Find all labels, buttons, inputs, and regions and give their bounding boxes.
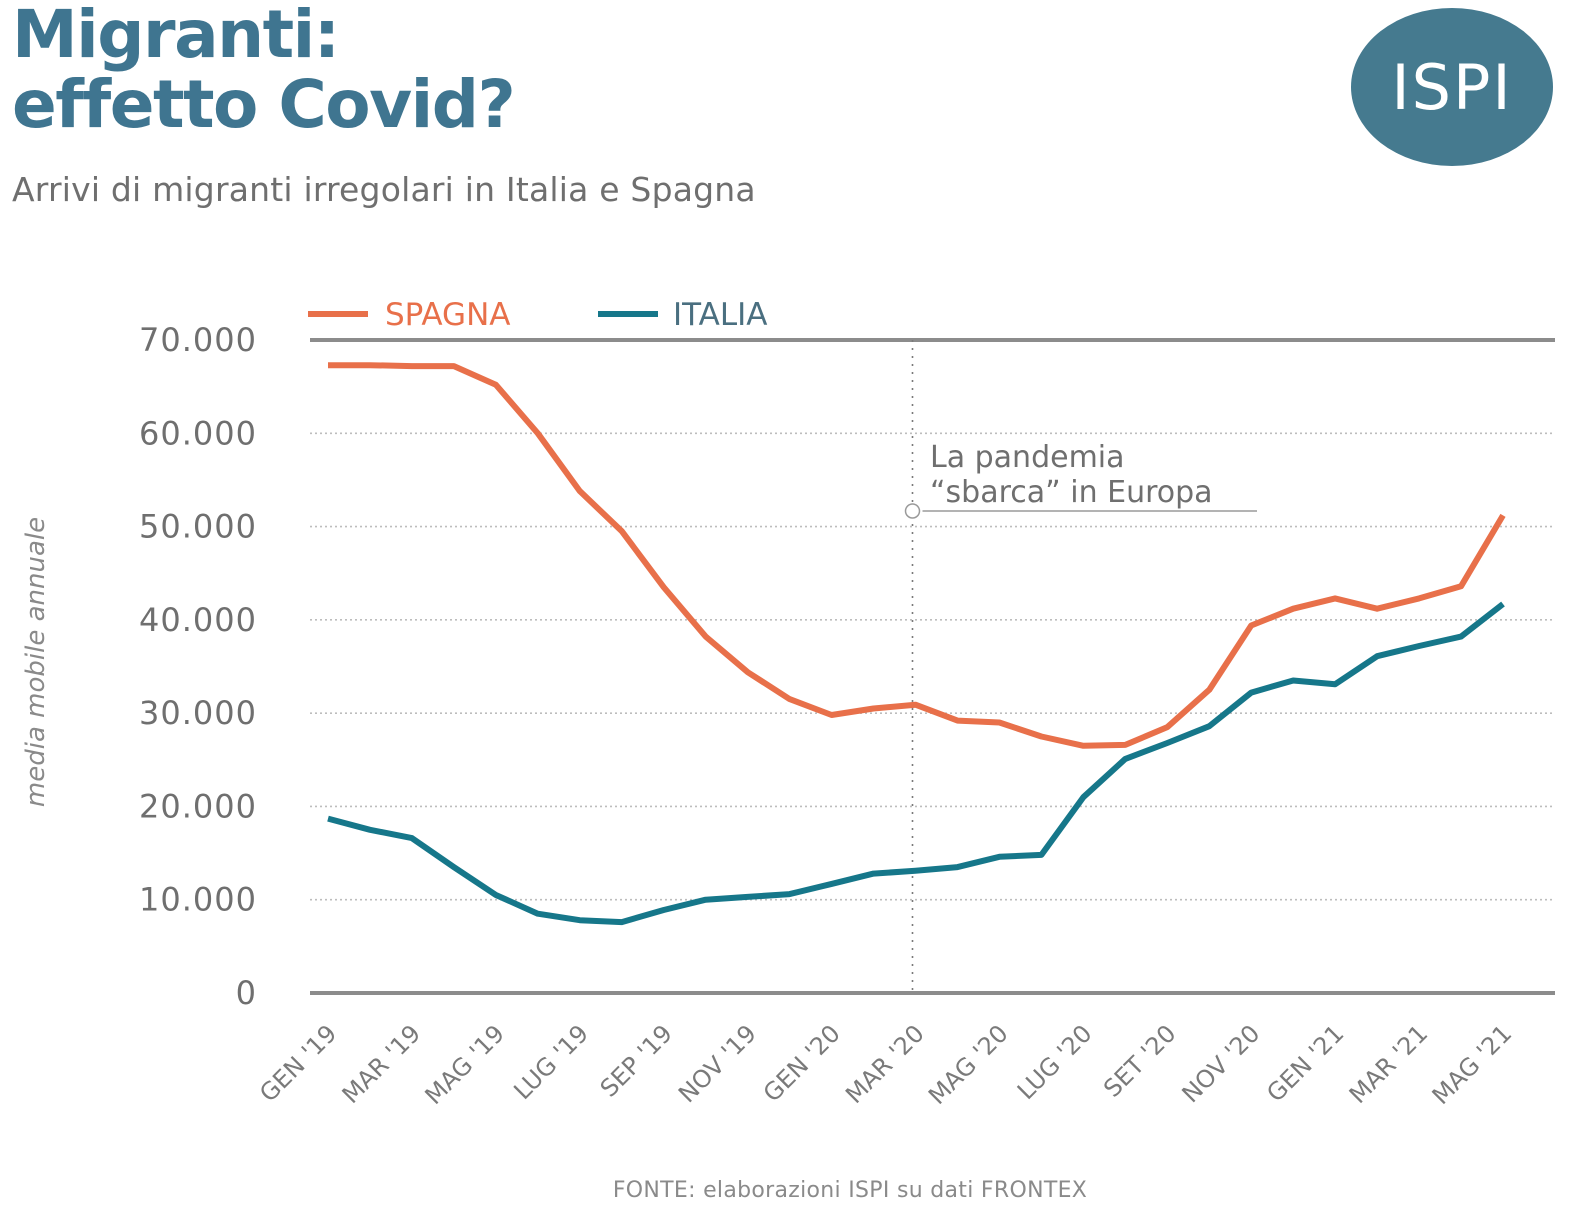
x-tick-label: MAR '21: [1344, 1019, 1434, 1109]
x-tick-label: MAG '19: [420, 1019, 511, 1110]
annotation-text-line-1: La pandemia: [930, 440, 1125, 475]
series-line-italia: [327, 601, 1505, 926]
logo-text: ISPI: [1391, 50, 1513, 124]
annotation-text-line-2: “sbarca” in Europa: [930, 475, 1213, 510]
y-tick-label: 40.000: [139, 601, 257, 639]
x-tick-label: GEN '20: [758, 1019, 846, 1107]
x-tick-label: LUG '20: [1012, 1019, 1098, 1105]
x-tick-label: GEN '21: [1261, 1019, 1349, 1107]
chart-subtitle: Arrivi di migranti irregolari in Italia …: [12, 170, 756, 209]
x-tick-label: MAG '21: [1427, 1019, 1518, 1110]
x-tick-label: GEN '19: [254, 1019, 342, 1107]
legend: SPAGNA ITALIA: [308, 297, 768, 333]
x-tick-label: NOV '19: [673, 1019, 762, 1108]
x-tick-label: MAR '20: [840, 1019, 930, 1109]
series-italia: [327, 601, 1505, 926]
x-tick-label: SEP '19: [595, 1019, 678, 1102]
ispi-logo: ISPI: [1351, 8, 1553, 166]
title-line-2: effetto Covid?: [12, 66, 516, 143]
y-axis-label: media mobile annuale: [21, 517, 51, 807]
x-tick-label: MAG '20: [923, 1019, 1014, 1110]
x-tick-label: LUG '19: [508, 1019, 594, 1105]
legend-label-italia: ITALIA: [673, 297, 768, 333]
series-line-spagna: [328, 362, 1506, 749]
y-axis-ticks: 0 10.000 20.000 30.000 40.000 50.000 60.000 70.…: [139, 321, 257, 1012]
y-tick-label: 50.000: [139, 508, 257, 546]
grid-lines: [310, 338, 1555, 995]
source-note: FONTE: elaborazioni ISPI su dati FRONTEX: [612, 1178, 1088, 1203]
annotation-marker: [904, 503, 921, 519]
y-tick-label: 30.000: [139, 694, 257, 732]
y-tick-label: 60.000: [139, 414, 257, 452]
x-tick-label: SET '20: [1098, 1019, 1181, 1102]
y-tick-label: 20.000: [139, 787, 257, 825]
y-tick-label: 0: [236, 974, 257, 1012]
annotation-group: La pandemia“sbarca” in Europa: [904, 340, 1257, 990]
y-tick-label: 10.000: [139, 881, 257, 919]
y-tick-label: 70.000: [139, 321, 257, 359]
x-tick-label: NOV '20: [1177, 1019, 1266, 1108]
series-lines: [327, 362, 1506, 926]
chart-title: Migranti: effetto Covid?: [12, 0, 516, 143]
legend-label-spagna: SPAGNA: [385, 297, 510, 333]
title-line-1: Migranti:: [12, 0, 340, 73]
x-tick-label: MAR '19: [337, 1019, 427, 1109]
series-spagna: [327, 362, 1506, 749]
